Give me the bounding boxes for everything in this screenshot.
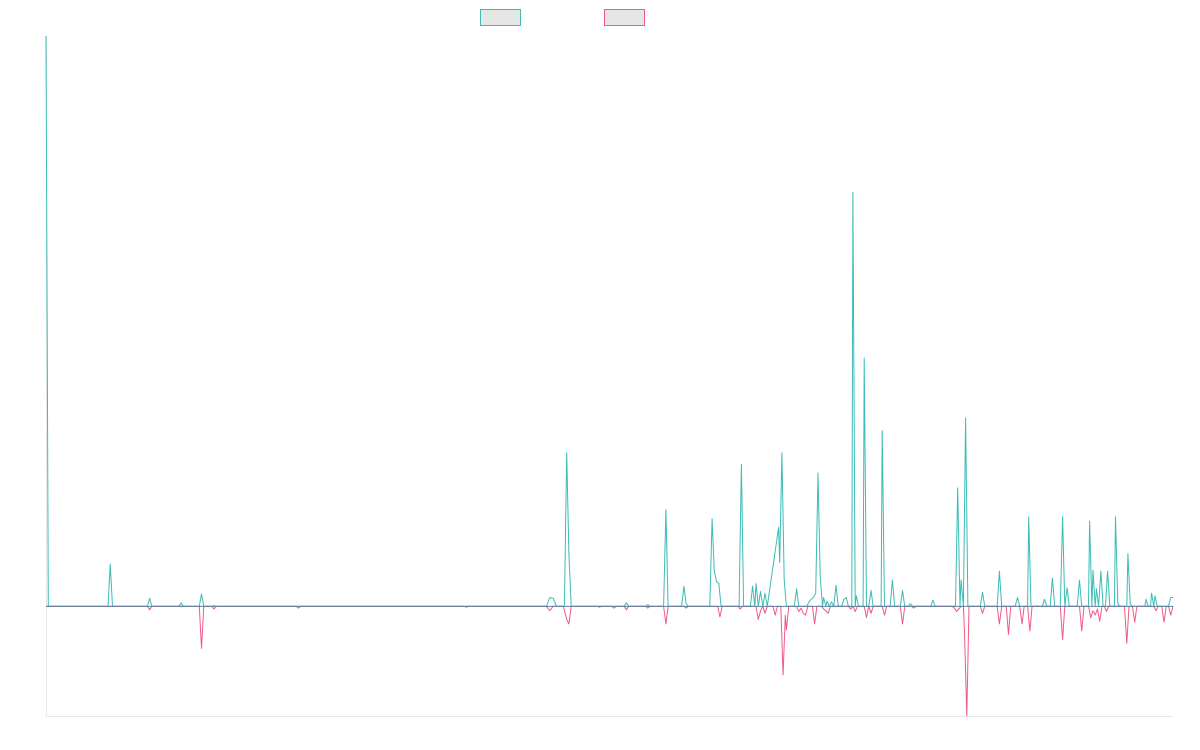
- legend-swatch-series-2[interactable]: [604, 9, 645, 26]
- axes: [46, 36, 1173, 717]
- series-line-up: [45, 35, 1173, 607]
- legend-swatch-series-1[interactable]: [480, 9, 521, 26]
- series-line-down: [46, 605, 1174, 717]
- plot-area: [45, 35, 1174, 717]
- legend: [480, 9, 645, 26]
